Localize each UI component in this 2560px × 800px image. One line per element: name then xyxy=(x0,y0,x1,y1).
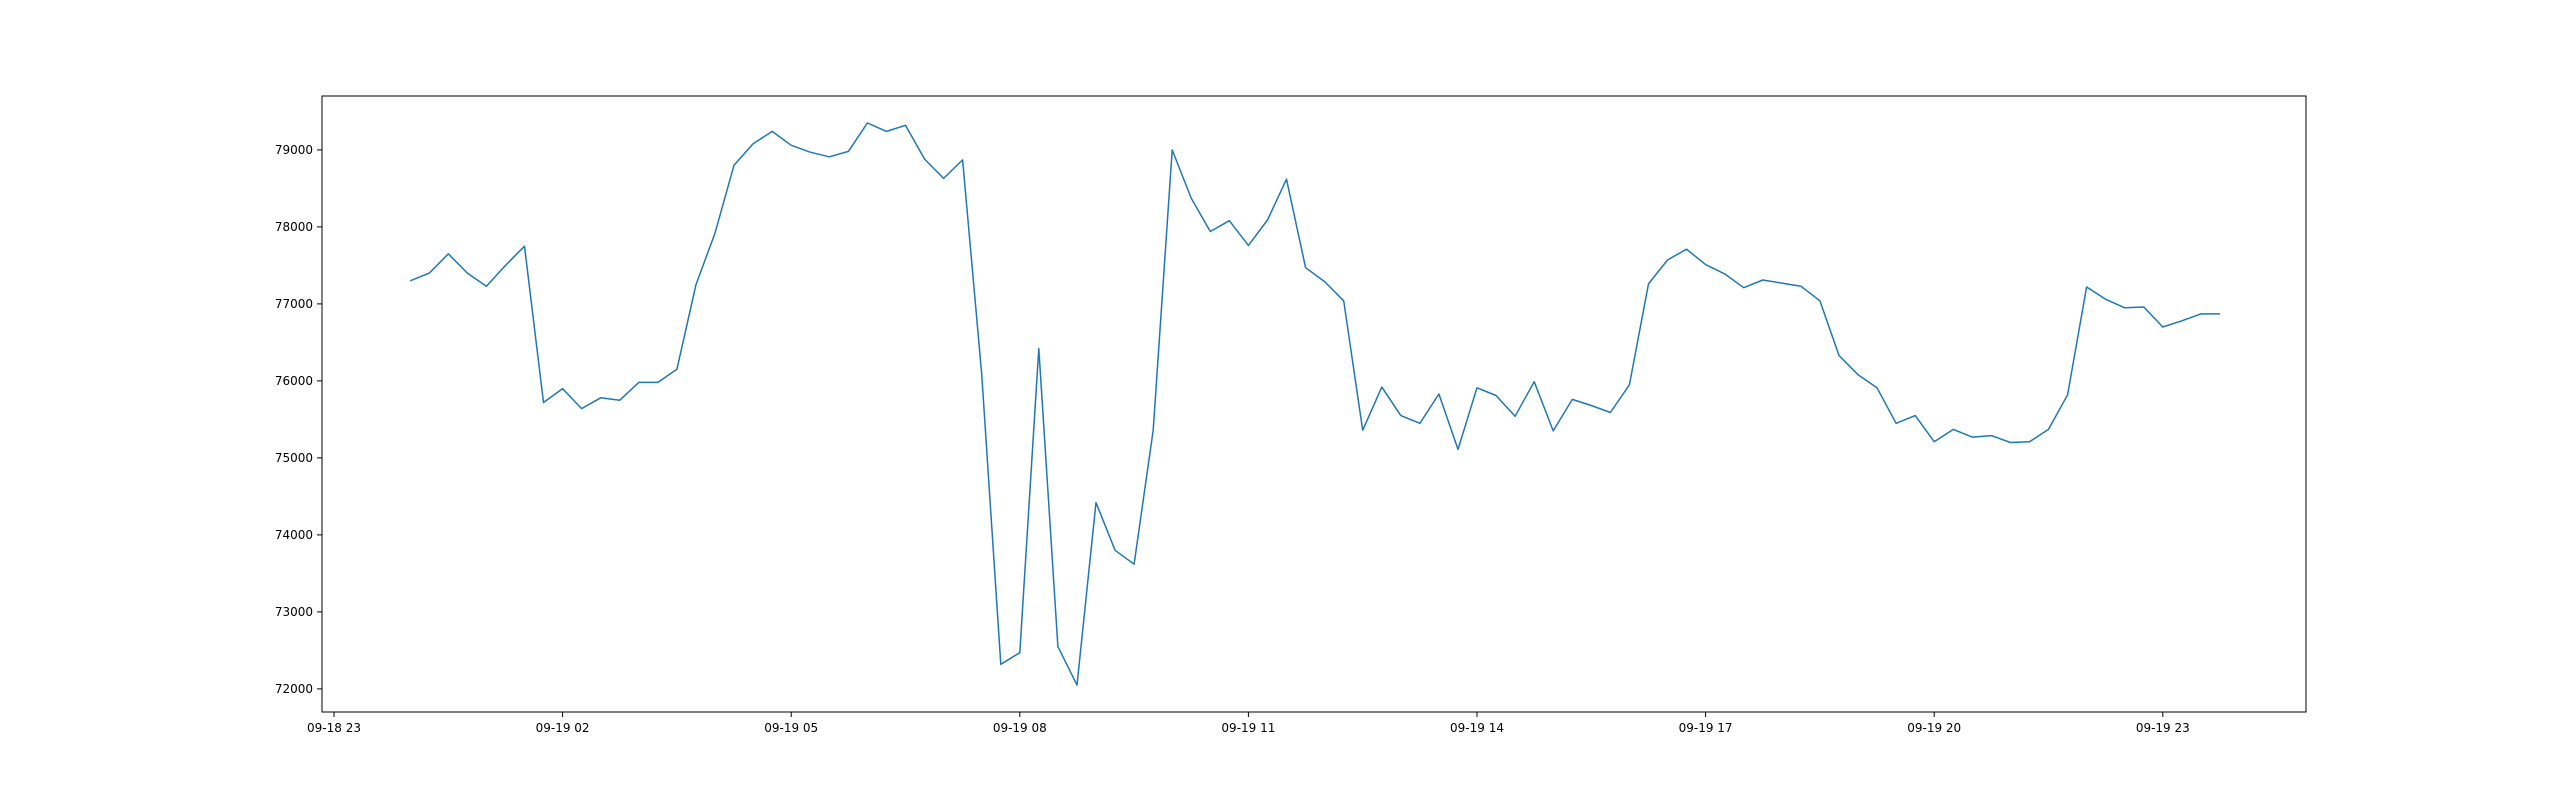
x-tick-label: 09-19 02 xyxy=(536,721,590,735)
x-tick-label: 09-19 08 xyxy=(993,721,1047,735)
y-tick-label: 78000 xyxy=(275,220,313,234)
y-tick-label: 73000 xyxy=(275,605,313,619)
x-tick-label: 09-18 23 xyxy=(307,721,361,735)
x-tick-label: 09-19 05 xyxy=(764,721,818,735)
y-axis: 72000 73000 74000 75000 76000 77000 78000 79000 xyxy=(275,143,322,696)
y-tick-label: 77000 xyxy=(275,297,313,311)
x-tick-label: 09-19 20 xyxy=(1907,721,1961,735)
x-axis: 09-18 23 09-19 02 09-19 05 09-19 08 09-19 11… xyxy=(307,712,2190,735)
x-tick-label: 09-19 17 xyxy=(1679,721,1733,735)
y-tick-label: 75000 xyxy=(275,451,313,465)
y-tick-label: 79000 xyxy=(275,143,313,157)
x-tick-label: 09-19 11 xyxy=(1221,721,1275,735)
series-line xyxy=(409,122,2220,686)
y-tick-label: 72000 xyxy=(275,682,313,696)
y-tick-label: 76000 xyxy=(275,374,313,388)
plot-area xyxy=(321,95,2307,713)
y-tick-label: 74000 xyxy=(275,528,313,542)
x-tick-label: 09-19 14 xyxy=(1450,721,1504,735)
x-tick-label: 09-19 23 xyxy=(2136,721,2190,735)
